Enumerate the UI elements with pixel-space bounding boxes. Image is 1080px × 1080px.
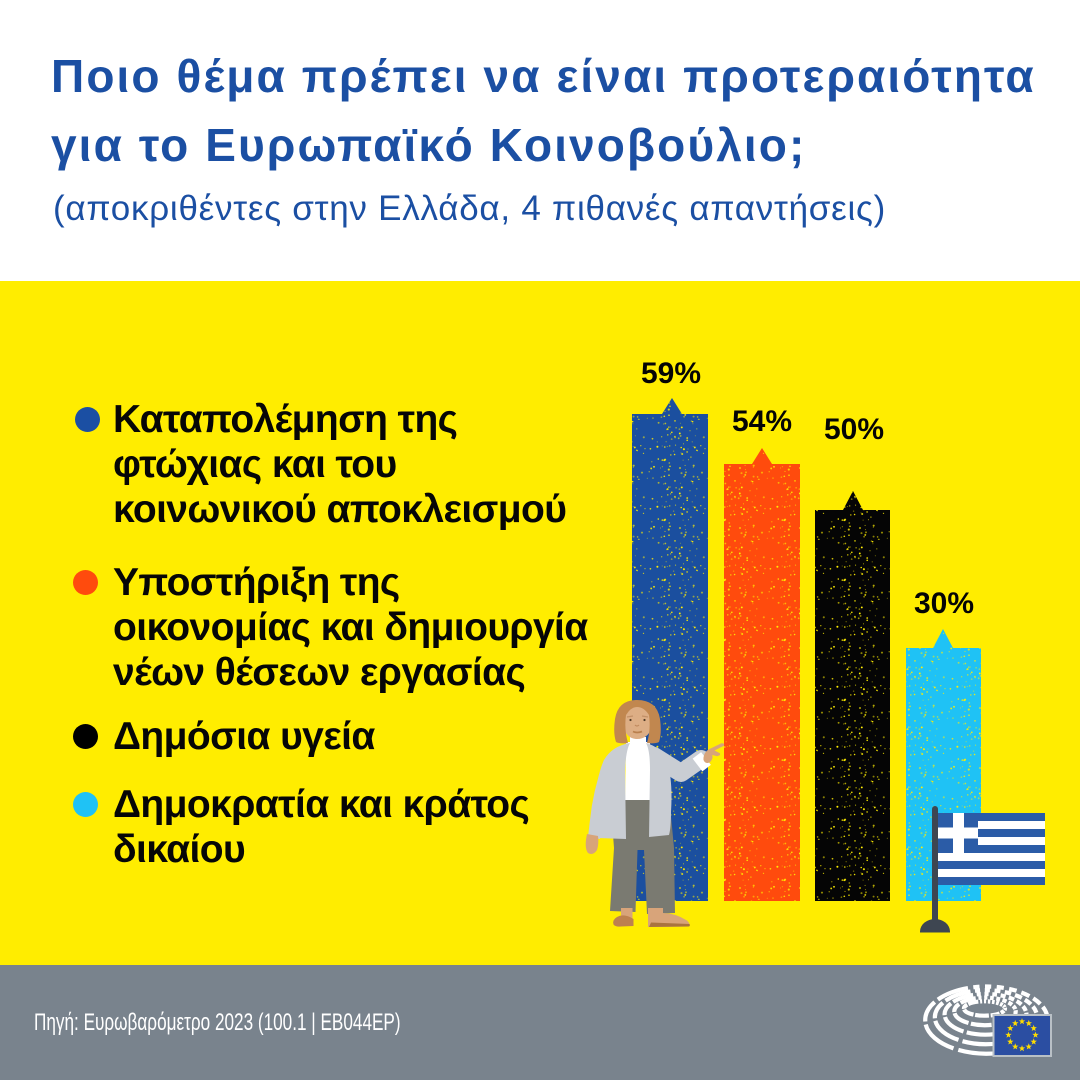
- svg-text:59%: 59%: [641, 357, 701, 390]
- svg-text:54%: 54%: [732, 405, 792, 438]
- svg-text:30%: 30%: [914, 587, 974, 620]
- svg-text:50%: 50%: [824, 413, 884, 446]
